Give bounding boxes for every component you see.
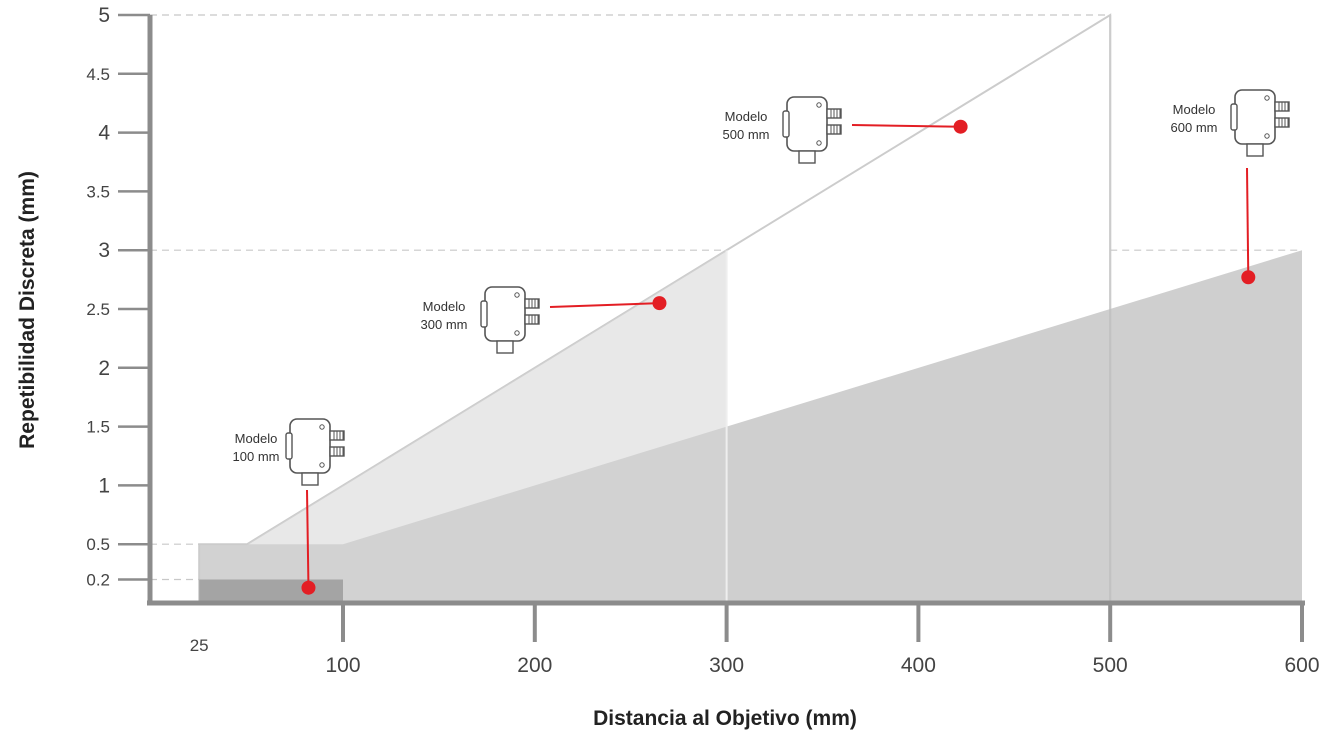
- model-label-line2: 600 mm: [1171, 120, 1218, 135]
- model-annotation-2: Modelo 500 mm: [723, 96, 968, 164]
- y-tick-label: 1: [98, 474, 110, 497]
- sensor-cable-plug: [496, 340, 514, 354]
- sensor-led: [816, 140, 822, 146]
- y-tick-label: 1.5: [86, 418, 110, 437]
- sensor-cable-plug: [798, 150, 816, 164]
- leader-line: [306, 489, 310, 588]
- x-tick-label: 25: [190, 636, 209, 655]
- model-label-line1: Modelo: [1173, 102, 1216, 117]
- tick-layer: 0.2 0.5 1 1.5 2 2.5 3 3.5 4 4.5 5 25 100 200 300 400 500…: [86, 4, 1319, 677]
- sensor-lens: [782, 110, 790, 138]
- model-label-line1: Modelo: [235, 431, 278, 446]
- x-tick-label: 600: [1284, 654, 1319, 677]
- area-layer: [198, 13, 1303, 604]
- y-tick-label: 0.2: [86, 570, 110, 589]
- model-annotation-0: Modelo 100 mm: [233, 418, 345, 595]
- sensor-led: [514, 330, 520, 336]
- guide-layer: [150, 14, 1302, 581]
- y-tick-label: 5: [98, 4, 110, 27]
- leader-line: [851, 124, 961, 128]
- leader-line: [549, 302, 660, 308]
- y-tick-label: 2.5: [86, 300, 110, 319]
- y-tick-label: 2: [98, 357, 110, 380]
- model-marker-dot: [652, 296, 667, 311]
- sensor-cable-plug: [1246, 143, 1264, 157]
- y-tick-label: 3: [98, 239, 110, 262]
- sensor-device-icon: [480, 286, 540, 354]
- y-tick-label: 4.5: [86, 65, 110, 84]
- sensor-led: [319, 462, 325, 468]
- model-annotation-3: Modelo 600 mm: [1171, 89, 1290, 285]
- model-marker-dot: [1241, 270, 1256, 285]
- model-label-line1: Modelo: [423, 299, 466, 314]
- model-label-line2: 300 mm: [421, 317, 468, 332]
- sensor-device-icon: [782, 96, 842, 164]
- sensor-lens: [285, 432, 293, 460]
- sensor-led: [1264, 95, 1270, 101]
- area-series-1: [199, 250, 727, 603]
- area-series-0: [199, 579, 343, 603]
- x-tick-label: 500: [1093, 654, 1128, 677]
- sensor-device-icon: [1230, 89, 1290, 157]
- x-tick-label: 400: [901, 654, 936, 677]
- model-label-line2: 100 mm: [233, 449, 280, 464]
- model-label-line1: Modelo: [725, 109, 768, 124]
- y-axis-title: Repetibilidad Discreta (mm): [16, 171, 39, 449]
- sensor-led: [514, 292, 520, 298]
- leader-line: [1246, 167, 1250, 278]
- x-tick-label: 200: [517, 654, 552, 677]
- sensor-cable-plug: [301, 472, 319, 486]
- sensor-device-icon: [285, 418, 345, 486]
- y-tick-label: 3.5: [86, 182, 110, 201]
- model-marker-dot: [953, 119, 968, 134]
- x-tick-label: 300: [709, 654, 744, 677]
- model-label-line2: 500 mm: [723, 127, 770, 142]
- x-axis-title: Distancia al Objetivo (mm): [593, 707, 857, 730]
- sensor-led: [816, 102, 822, 108]
- sensor-lens: [480, 300, 488, 328]
- model-annotation-1: Modelo 300 mm: [421, 286, 667, 354]
- y-tick-label: 4: [98, 122, 110, 145]
- sensor-lens: [1230, 103, 1238, 131]
- model-marker-dot: [301, 580, 316, 595]
- sensor-led: [319, 424, 325, 430]
- x-tick-label: 100: [325, 654, 360, 677]
- y-tick-label: 0.5: [86, 535, 110, 554]
- sensor-led: [1264, 133, 1270, 139]
